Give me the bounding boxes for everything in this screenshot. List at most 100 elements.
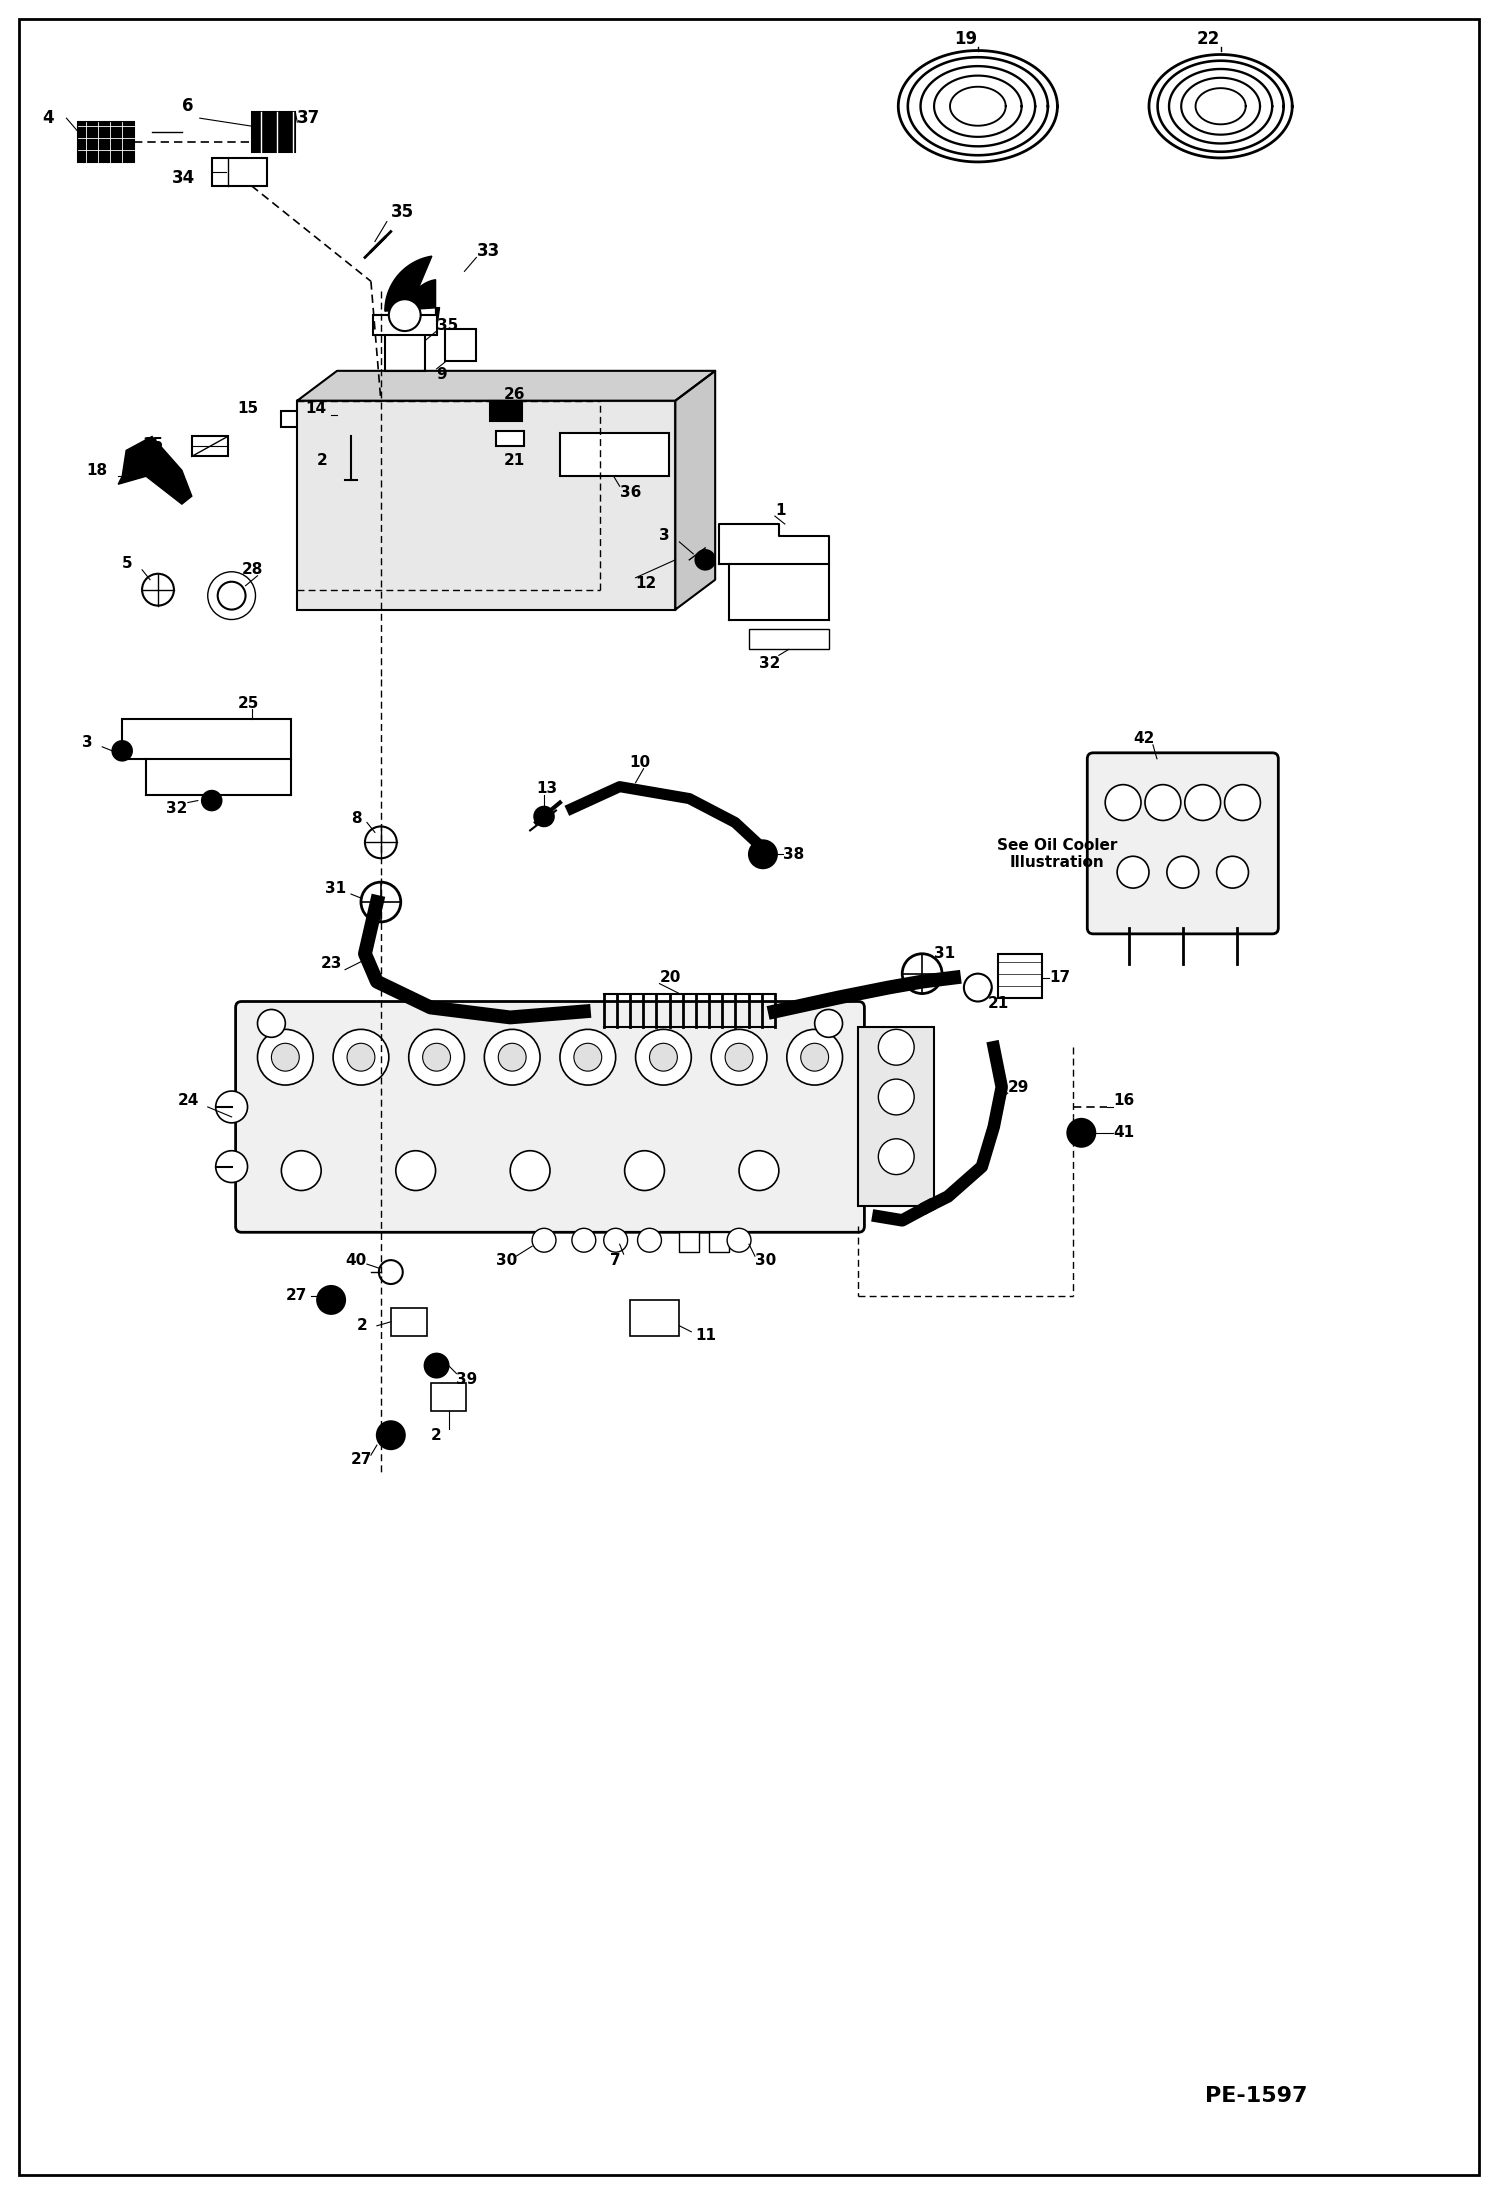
Circle shape	[511, 1150, 550, 1191]
Text: 4: 4	[42, 110, 54, 127]
Circle shape	[815, 1009, 842, 1038]
Text: 3: 3	[82, 735, 93, 750]
Circle shape	[395, 1150, 436, 1191]
Bar	[391, 1308, 427, 1336]
Text: 13: 13	[536, 781, 557, 796]
Text: 27: 27	[285, 1288, 307, 1303]
Text: 5: 5	[123, 557, 133, 570]
Text: 1: 1	[774, 502, 785, 518]
Circle shape	[532, 1229, 556, 1253]
Text: 34: 34	[172, 169, 195, 186]
Circle shape	[1167, 856, 1198, 889]
Text: 14: 14	[306, 402, 327, 417]
Text: 42: 42	[1132, 731, 1155, 746]
Text: 38: 38	[783, 847, 804, 862]
Bar	[858, 1027, 935, 1207]
Text: 30: 30	[755, 1253, 776, 1268]
Circle shape	[377, 1422, 404, 1450]
Bar	[192, 437, 228, 456]
Circle shape	[142, 575, 174, 606]
Circle shape	[1068, 1119, 1095, 1147]
Circle shape	[725, 1044, 753, 1071]
Text: 17: 17	[1050, 970, 1071, 985]
Circle shape	[258, 1009, 285, 1038]
Circle shape	[878, 1079, 914, 1115]
Text: 11: 11	[695, 1327, 716, 1343]
Circle shape	[786, 1029, 842, 1086]
Circle shape	[1118, 856, 1149, 889]
Text: 16: 16	[1113, 1093, 1134, 1108]
Text: 35: 35	[436, 318, 458, 333]
FancyBboxPatch shape	[235, 1000, 864, 1233]
Circle shape	[379, 1259, 403, 1283]
Text: 36: 36	[620, 485, 641, 500]
Circle shape	[1144, 785, 1180, 821]
Circle shape	[712, 1029, 767, 1086]
Circle shape	[650, 1044, 677, 1071]
Circle shape	[348, 1044, 374, 1071]
Circle shape	[258, 1029, 313, 1086]
Circle shape	[361, 882, 401, 921]
Text: See Oil Cooler
Illustration: See Oil Cooler Illustration	[998, 838, 1118, 871]
Text: 15: 15	[238, 402, 259, 417]
Text: 7: 7	[610, 1253, 620, 1268]
Text: 2: 2	[430, 1428, 442, 1444]
Text: 19: 19	[954, 29, 977, 48]
Bar	[78, 123, 135, 162]
Text: 24: 24	[178, 1093, 199, 1108]
Polygon shape	[676, 371, 715, 610]
Bar	[252, 112, 295, 151]
Text: 33: 33	[476, 244, 500, 261]
Bar	[749, 630, 828, 649]
Text: 2: 2	[357, 1319, 367, 1334]
Circle shape	[499, 1044, 526, 1071]
Bar	[385, 327, 424, 371]
Circle shape	[878, 1139, 914, 1174]
Bar	[709, 1233, 730, 1253]
Circle shape	[963, 974, 992, 1000]
Text: 21: 21	[987, 996, 1010, 1011]
Circle shape	[638, 1229, 662, 1253]
Circle shape	[202, 790, 222, 810]
Circle shape	[535, 807, 554, 827]
Bar	[430, 1384, 466, 1411]
Circle shape	[1185, 785, 1221, 821]
Text: 32: 32	[166, 801, 187, 816]
Bar	[490, 402, 523, 421]
Text: 31: 31	[935, 946, 956, 961]
Circle shape	[572, 1229, 596, 1253]
Circle shape	[389, 298, 421, 331]
Circle shape	[1216, 856, 1248, 889]
Text: 2: 2	[318, 452, 328, 467]
Circle shape	[739, 1150, 779, 1191]
Circle shape	[424, 1354, 448, 1378]
Circle shape	[422, 1044, 451, 1071]
Bar	[629, 1299, 680, 1336]
Circle shape	[409, 1029, 464, 1086]
Text: 32: 32	[759, 656, 780, 671]
Text: 9: 9	[436, 366, 448, 382]
Bar	[560, 432, 670, 476]
Bar	[998, 954, 1041, 998]
Text: 39: 39	[457, 1371, 478, 1387]
Circle shape	[112, 742, 132, 761]
Text: 29: 29	[1008, 1079, 1029, 1095]
Circle shape	[282, 1150, 321, 1191]
Circle shape	[484, 1029, 541, 1086]
Bar	[373, 316, 436, 336]
Text: 12: 12	[635, 577, 656, 590]
Text: 15: 15	[142, 437, 163, 452]
Circle shape	[695, 551, 715, 570]
Circle shape	[749, 840, 777, 869]
Circle shape	[1224, 785, 1260, 821]
Circle shape	[604, 1229, 628, 1253]
Circle shape	[318, 1286, 345, 1314]
Polygon shape	[297, 371, 715, 402]
Text: 8: 8	[351, 812, 361, 825]
Text: 41: 41	[1113, 1126, 1134, 1141]
Text: 21: 21	[505, 452, 526, 467]
Circle shape	[216, 1150, 247, 1183]
Text: 40: 40	[345, 1253, 367, 1268]
Bar	[123, 720, 291, 759]
Bar	[680, 1233, 700, 1253]
